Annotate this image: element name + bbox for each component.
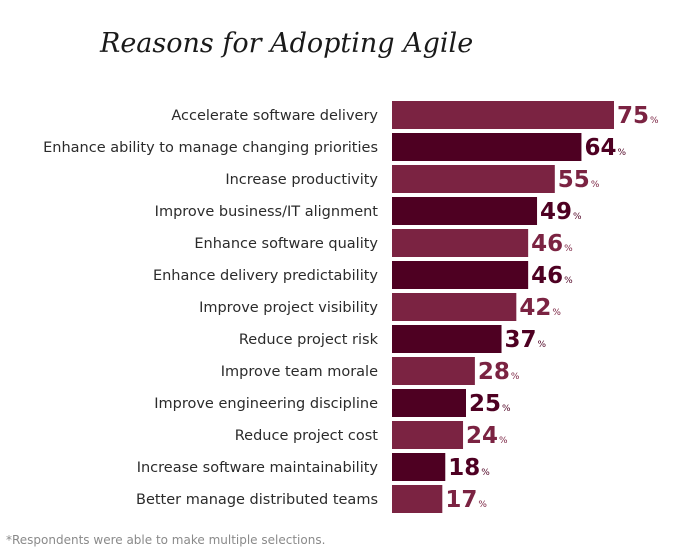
data-label: 42% bbox=[519, 295, 561, 321]
data-label-value: 42 bbox=[519, 295, 551, 321]
bar bbox=[392, 293, 517, 321]
data-label: 49% bbox=[540, 199, 582, 225]
category-label: Enhance software quality bbox=[194, 236, 378, 252]
data-label-suffix: % bbox=[573, 212, 582, 222]
category-label: Improve engineering discipline bbox=[154, 396, 378, 412]
bar bbox=[392, 165, 555, 193]
bar bbox=[392, 389, 466, 417]
data-label: 37% bbox=[505, 327, 547, 353]
data-label-suffix: % bbox=[617, 148, 626, 158]
data-label-suffix: % bbox=[564, 244, 573, 254]
bar bbox=[392, 229, 529, 257]
data-label-suffix: % bbox=[538, 340, 547, 350]
bar bbox=[392, 133, 582, 161]
data-label: 64% bbox=[584, 135, 626, 161]
data-label-value: 24 bbox=[466, 423, 498, 449]
chart-title: Reasons for Adopting Agile bbox=[100, 28, 474, 59]
data-label-suffix: % bbox=[591, 180, 600, 190]
category-label: Improve team morale bbox=[221, 364, 378, 380]
data-label: 24% bbox=[466, 423, 508, 449]
data-label-suffix: % bbox=[499, 436, 508, 446]
category-label: Better manage distributed teams bbox=[136, 492, 378, 508]
data-label-value: 28 bbox=[478, 359, 510, 385]
data-label-suffix: % bbox=[552, 308, 561, 318]
category-label: Improve business/IT alignment bbox=[155, 204, 379, 220]
bar bbox=[392, 485, 443, 513]
data-label-suffix: % bbox=[481, 468, 490, 478]
category-label: Increase productivity bbox=[225, 172, 378, 188]
data-label-suffix: % bbox=[564, 276, 573, 286]
bar bbox=[392, 325, 502, 353]
data-label-value: 25 bbox=[469, 391, 501, 417]
category-label: Enhance delivery predictability bbox=[153, 268, 378, 284]
data-label-value: 18 bbox=[448, 455, 480, 481]
data-label-value: 46 bbox=[531, 231, 563, 257]
bar bbox=[392, 421, 464, 449]
data-label: 46% bbox=[531, 231, 573, 257]
data-label: 17% bbox=[445, 487, 487, 513]
data-label: 28% bbox=[478, 359, 520, 385]
data-label-value: 75 bbox=[617, 103, 649, 129]
data-label: 55% bbox=[558, 167, 600, 193]
category-label: Accelerate software delivery bbox=[171, 108, 378, 124]
data-label-value: 17 bbox=[445, 487, 477, 513]
bar bbox=[392, 197, 538, 225]
data-label: 18% bbox=[448, 455, 490, 481]
data-label-suffix: % bbox=[502, 404, 511, 414]
category-label: Reduce project cost bbox=[235, 428, 379, 444]
bar bbox=[392, 357, 475, 385]
data-label: 75% bbox=[617, 103, 659, 129]
data-label: 25% bbox=[469, 391, 511, 417]
data-label-value: 55 bbox=[558, 167, 590, 193]
category-label: Reduce project risk bbox=[239, 332, 379, 348]
data-label-suffix: % bbox=[478, 500, 487, 510]
bar bbox=[392, 261, 529, 289]
category-label: Increase software maintainability bbox=[137, 460, 379, 476]
data-label-value: 37 bbox=[505, 327, 537, 353]
data-label: 46% bbox=[531, 263, 573, 289]
bar bbox=[392, 101, 614, 129]
footnote: *Respondents were able to make multiple … bbox=[6, 533, 326, 547]
data-label-value: 49 bbox=[540, 199, 572, 225]
data-label-value: 46 bbox=[531, 263, 563, 289]
category-label: Improve project visibility bbox=[199, 300, 378, 316]
bars-layer: Accelerate software delivery 75% Enhance a… bbox=[43, 101, 659, 513]
category-label: Enhance ability to manage changing prior… bbox=[43, 140, 378, 156]
data-label-suffix: % bbox=[650, 116, 659, 126]
data-label-value: 64 bbox=[584, 135, 616, 161]
bar bbox=[392, 453, 446, 481]
data-label-suffix: % bbox=[511, 372, 520, 382]
